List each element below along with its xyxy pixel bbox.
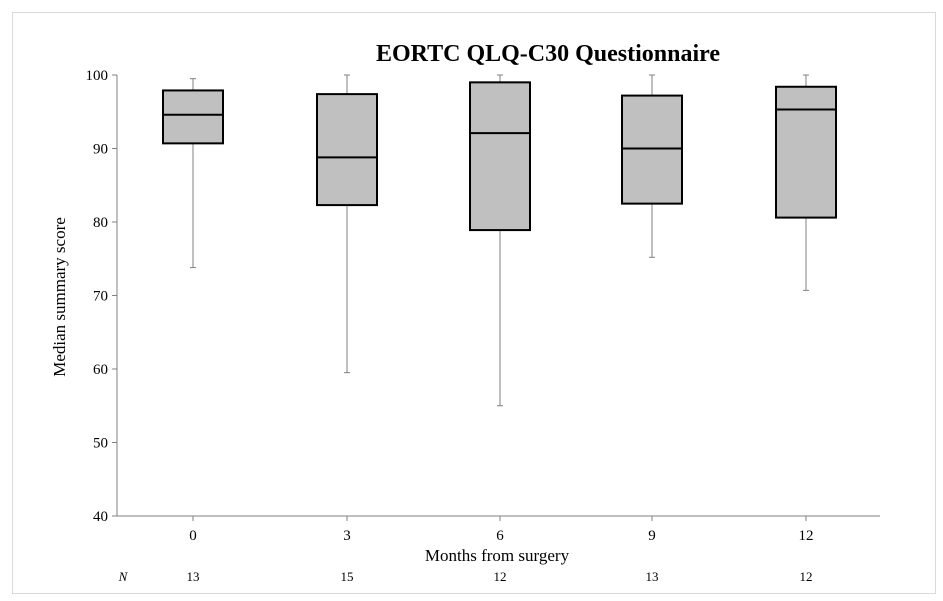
n-count-label: 13 <box>646 569 659 584</box>
box-iqr <box>316 93 378 207</box>
y-axis-label: Median summary score <box>50 217 69 377</box>
box-iqr <box>775 85 837 219</box>
x-tick-label: 12 <box>799 528 814 544</box>
n-count-label: 13 <box>187 569 200 584</box>
y-tick-label: 100 <box>86 68 109 84</box>
n-count-label: 12 <box>494 569 507 584</box>
y-tick-label: 80 <box>93 215 108 231</box>
y-tick-label: 40 <box>93 509 108 525</box>
x-axis-label: Months from surgery <box>425 546 570 565</box>
y-tick-label: 90 <box>93 142 108 158</box>
y-tick-label: 70 <box>93 289 108 305</box>
x-tick-label: 6 <box>496 528 504 544</box>
n-count-label: 15 <box>341 569 354 584</box>
box-iqr <box>162 89 224 145</box>
chart-title: EORTC QLQ-C30 Questionnaire <box>376 41 720 67</box>
box-iqr <box>621 94 683 205</box>
plot-area: 40 50 60 70 80 90 100 0 13 3 15 6 12 9 13 12 12 <box>86 68 880 584</box>
x-tick-label: 3 <box>343 528 351 544</box>
y-tick-label: 50 <box>93 436 108 452</box>
box-iqr <box>469 81 531 232</box>
x-tick-label: 9 <box>648 528 656 544</box>
y-tick-label: 60 <box>93 362 108 378</box>
n-header: N <box>118 569 129 584</box>
n-count-label: 12 <box>800 569 813 584</box>
x-tick-label: 0 <box>189 528 197 544</box>
